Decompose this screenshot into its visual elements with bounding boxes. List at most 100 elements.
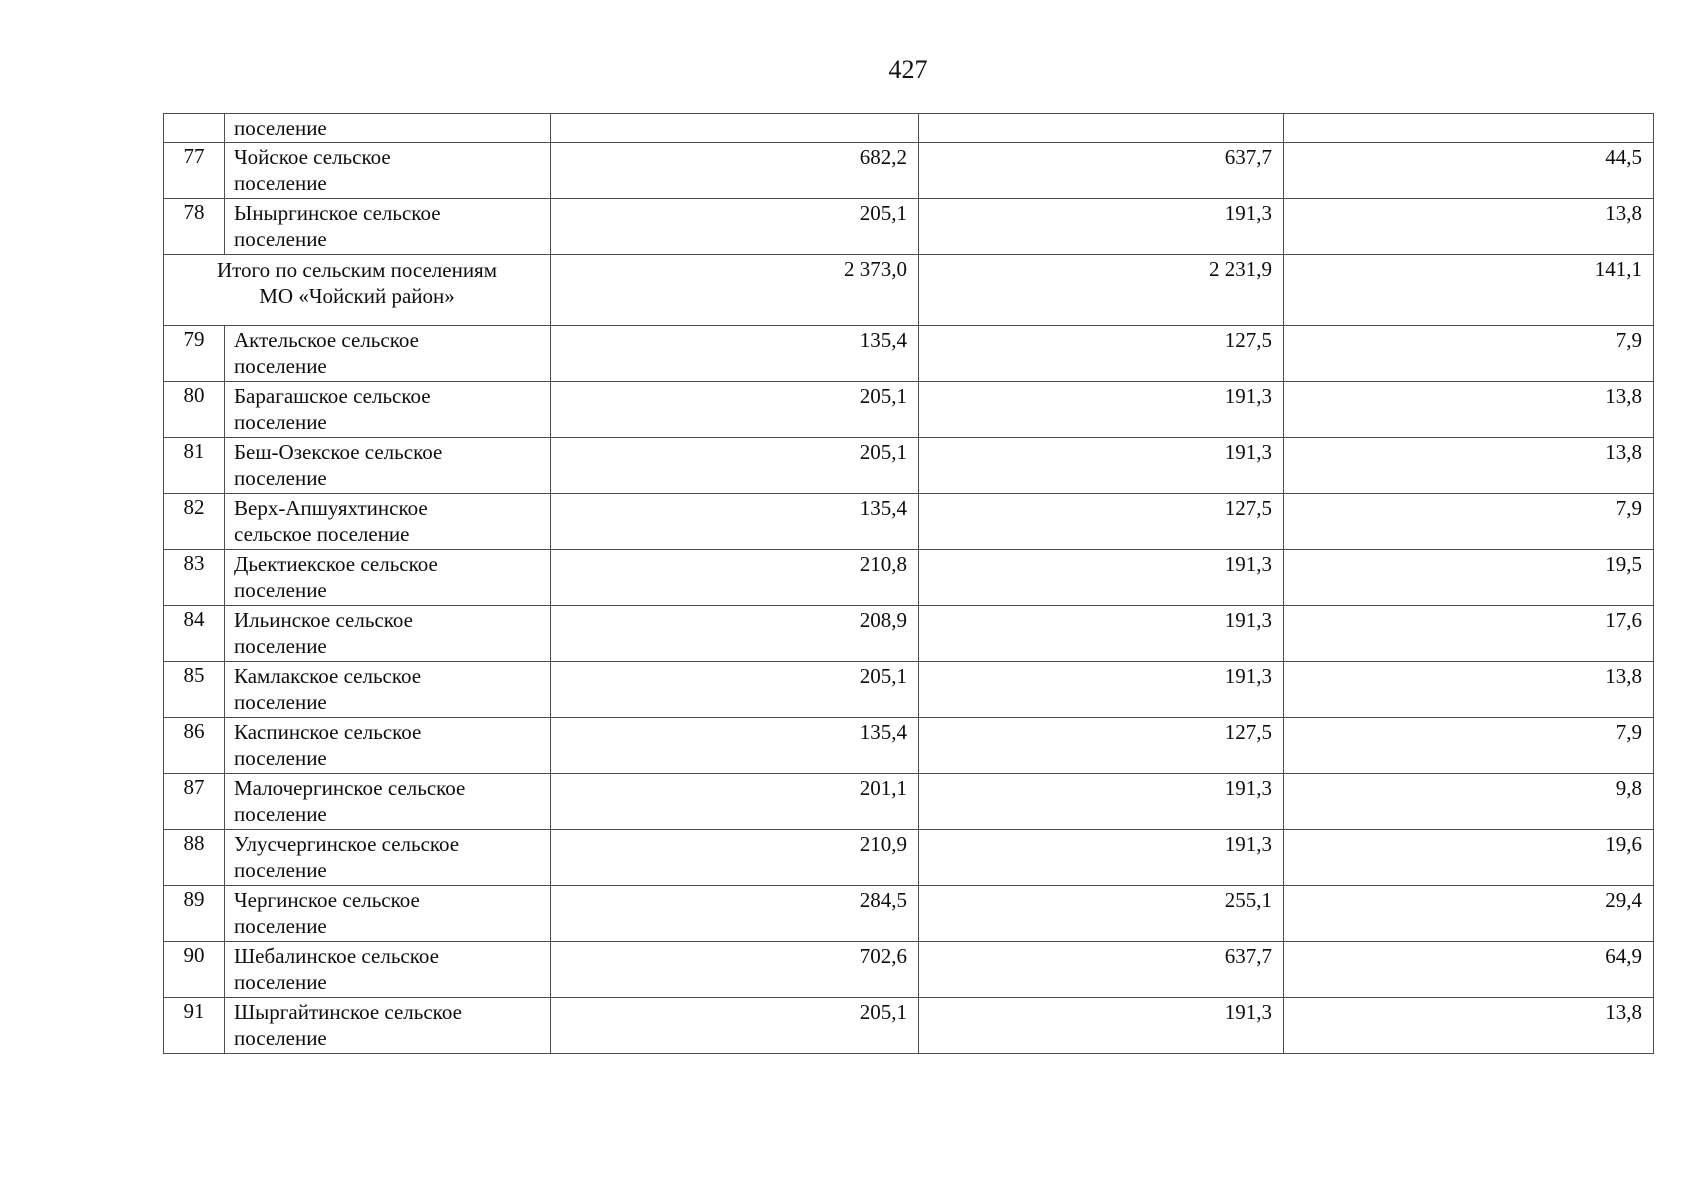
value-cell: 44,5 [1283,142,1654,199]
row-number-cell: 82 [163,493,225,550]
row-number-cell: 84 [163,605,225,662]
value-cell: 205,1 [550,198,919,255]
value-cell: 210,9 [550,829,919,886]
value-cell: 135,4 [550,325,919,382]
settlement-name-cell: Беш-Озекское сельское поселение [224,437,551,494]
row-number-cell [163,113,225,143]
value-cell: 7,9 [1283,325,1654,382]
settlement-name-cell: Шыргайтинское сельское поселение [224,997,551,1054]
settlements-table-body: поселение 77 Чойское сельское поселение 682… [163,113,1654,1054]
settlement-name-cell: Дьектиекское сельское поселение [224,549,551,606]
table-row: 81 Беш-Озекское сельское поселение 205,1 19… [163,437,1654,494]
settlement-name-cell: Каспинское сельское поселение [224,717,551,774]
value-cell: 191,3 [918,773,1284,830]
row-number-cell: 86 [163,717,225,774]
value-cell: 13,8 [1283,381,1654,438]
row-number-cell: 77 [163,142,225,199]
value-cell: 210,8 [550,549,919,606]
settlement-name-cell: Шебалинское сельское поселение [224,941,551,998]
row-number-cell: 91 [163,997,225,1054]
value-cell: 19,6 [1283,829,1654,886]
settlement-name-cell: Ильинское сельское поселение [224,605,551,662]
row-number-cell: 79 [163,325,225,382]
value-cell: 2 373,0 [550,254,919,326]
value-cell: 2 231,9 [918,254,1284,326]
value-cell: 637,7 [918,142,1284,199]
value-cell: 135,4 [550,493,919,550]
value-cell: 127,5 [918,717,1284,774]
table-row: 91 Шыргайтинское сельское поселение 205,1 1… [163,997,1654,1054]
table-row: 77 Чойское сельское поселение 682,2 637,7 44… [163,142,1654,199]
table-row: 82 Верх-Апшуяхтинское сельское поселение 1… [163,493,1654,550]
table-row: поселение [163,113,1654,143]
page-number: 427 [888,55,928,84]
row-number-cell: 78 [163,198,225,255]
settlement-name-cell: Верх-Апшуяхтинское сельское поселение [224,493,551,550]
value-cell: 682,2 [550,142,919,199]
settlement-name-cell: Чергинское сельское поселение [224,885,551,942]
value-cell: 29,4 [1283,885,1654,942]
value-cell: 13,8 [1283,661,1654,718]
table-row: 83 Дьектиекское сельское поселение 210,8 19… [163,549,1654,606]
value-cell: 637,7 [918,941,1284,998]
table-row: 90 Шебалинское сельское поселение 702,6 637… [163,941,1654,998]
total-row: Итого по сельским поселениям МО «Чойский… [163,254,1654,326]
table-row: 84 Ильинское сельское поселение 208,9 191,3… [163,605,1654,662]
value-cell: 135,4 [550,717,919,774]
value-cell: 191,3 [918,997,1284,1054]
value-cell: 201,1 [550,773,919,830]
table-row: 88 Улусчергинское сельское поселение 210,9… [163,829,1654,886]
table-row: 78 Ыныргинское сельское поселение 205,1 191… [163,198,1654,255]
settlement-name-cell: Малочергинское сельское поселение [224,773,551,830]
value-cell: 191,3 [918,605,1284,662]
row-number-cell: 89 [163,885,225,942]
row-number-cell: 85 [163,661,225,718]
value-cell: 141,1 [1283,254,1654,326]
value-cell [550,113,919,143]
value-cell: 191,3 [918,437,1284,494]
value-cell: 191,3 [918,661,1284,718]
value-cell: 127,5 [918,325,1284,382]
value-cell: 13,8 [1283,997,1654,1054]
row-number-cell: 83 [163,549,225,606]
table-row: 87 Малочергинское сельское поселение 201,1… [163,773,1654,830]
value-cell: 284,5 [550,885,919,942]
value-cell: 7,9 [1283,493,1654,550]
table-row: 79 Актельское сельское поселение 135,4 127,… [163,325,1654,382]
value-cell: 205,1 [550,661,919,718]
value-cell: 702,6 [550,941,919,998]
row-number-cell: 87 [163,773,225,830]
value-cell: 191,3 [918,549,1284,606]
settlements-table: поселение 77 Чойское сельское поселение 682… [163,113,1654,1054]
value-cell: 19,5 [1283,549,1654,606]
value-cell: 13,8 [1283,198,1654,255]
settlement-name-cell: Барагашское сельское поселение [224,381,551,438]
settlement-name-cell: Чойское сельское поселение [224,142,551,199]
row-number-cell: 81 [163,437,225,494]
value-cell: 205,1 [550,437,919,494]
value-cell: 127,5 [918,493,1284,550]
value-cell: 7,9 [1283,717,1654,774]
value-cell [918,113,1284,143]
table-row: 80 Барагашское сельское поселение 205,1 191… [163,381,1654,438]
value-cell: 17,6 [1283,605,1654,662]
table-row: 85 Камлакское сельское поселение 205,1 191,… [163,661,1654,718]
row-number-cell: 88 [163,829,225,886]
table-row: 89 Чергинское сельское поселение 284,5 255,… [163,885,1654,942]
value-cell: 255,1 [918,885,1284,942]
settlement-name-cell: Улусчергинское сельское поселение [224,829,551,886]
table-row: 86 Каспинское сельское поселение 135,4 127,… [163,717,1654,774]
settlement-name-cell: Актельское сельское поселение [224,325,551,382]
settlement-name-cell: Камлакское сельское поселение [224,661,551,718]
value-cell: 64,9 [1283,941,1654,998]
settlement-name-cell: Ыныргинское сельское поселение [224,198,551,255]
value-cell [1283,113,1654,143]
row-number-cell: 80 [163,381,225,438]
settlement-name-cell: поселение [224,113,551,143]
value-cell: 191,3 [918,381,1284,438]
value-cell: 191,3 [918,198,1284,255]
total-label-cell: Итого по сельским поселениям МО «Чойский… [163,254,551,326]
value-cell: 205,1 [550,997,919,1054]
value-cell: 9,8 [1283,773,1654,830]
